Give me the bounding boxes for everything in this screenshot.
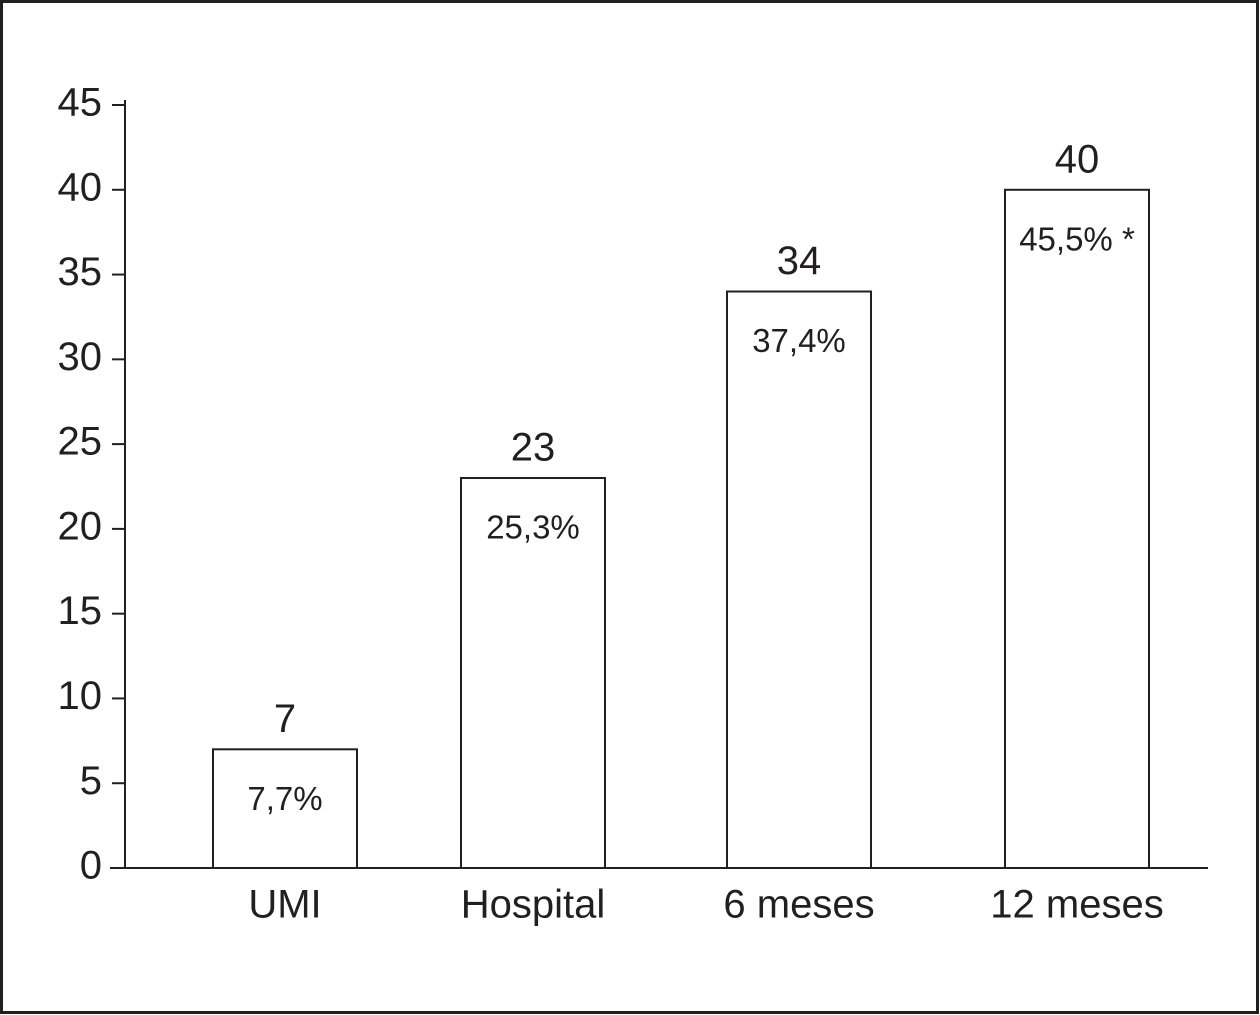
y-tick-label: 35 — [58, 250, 103, 294]
bar — [726, 290, 872, 869]
y-tick-label: 15 — [58, 589, 103, 633]
value-label: 40 — [1055, 137, 1100, 181]
y-tick-label: 40 — [58, 165, 103, 209]
bar-annotation: 25,3% — [486, 509, 580, 546]
bar — [212, 748, 358, 869]
x-tick-label: UMI — [248, 883, 321, 927]
y-tick-label: 0 — [80, 844, 102, 888]
y-tick-label: 25 — [58, 420, 103, 464]
y-tick-label: 10 — [58, 674, 103, 718]
value-label: 7 — [274, 697, 296, 741]
x-tick-label: 12 meses — [990, 883, 1163, 927]
x-tick-label: Hospital — [461, 883, 606, 927]
bar — [460, 477, 606, 869]
bar-annotation: 7,7% — [247, 780, 322, 817]
y-tick-label: 5 — [80, 759, 102, 803]
bar-annotation: 37,4% — [752, 322, 846, 359]
x-tick-label: 6 meses — [723, 883, 874, 927]
y-tick-label: 20 — [58, 504, 103, 548]
bar-annotation: 45,5% * — [1019, 220, 1135, 257]
y-tick-label: 30 — [58, 335, 103, 379]
value-label: 23 — [511, 426, 556, 470]
y-tick-label: 45 — [58, 81, 103, 125]
value-label: 34 — [777, 239, 822, 283]
bar — [1004, 188, 1150, 869]
